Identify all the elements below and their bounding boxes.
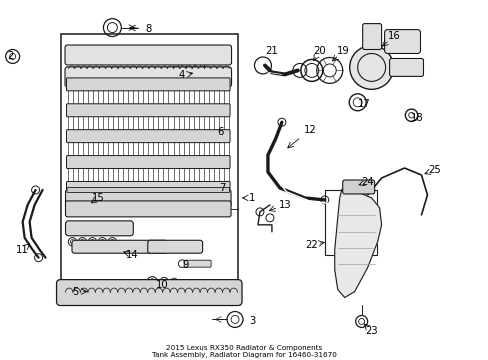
Text: 6: 6 xyxy=(217,127,223,137)
Text: 12: 12 xyxy=(303,125,316,135)
Text: 1: 1 xyxy=(248,193,255,203)
FancyBboxPatch shape xyxy=(65,201,230,217)
Text: 23: 23 xyxy=(365,327,377,336)
FancyBboxPatch shape xyxy=(384,30,420,54)
Text: 15: 15 xyxy=(92,193,104,203)
Text: 9: 9 xyxy=(182,260,188,270)
FancyBboxPatch shape xyxy=(66,156,229,168)
FancyBboxPatch shape xyxy=(67,188,229,193)
Text: 2: 2 xyxy=(7,51,14,62)
Bar xyxy=(61,33,238,305)
FancyBboxPatch shape xyxy=(389,58,423,76)
Text: 20: 20 xyxy=(313,45,325,55)
Text: 25: 25 xyxy=(427,165,440,175)
FancyBboxPatch shape xyxy=(184,260,211,267)
Text: 5: 5 xyxy=(72,287,79,297)
FancyBboxPatch shape xyxy=(65,45,231,65)
Text: 3: 3 xyxy=(248,316,255,327)
FancyBboxPatch shape xyxy=(362,24,381,50)
FancyBboxPatch shape xyxy=(147,240,202,253)
Text: 16: 16 xyxy=(387,31,400,41)
FancyBboxPatch shape xyxy=(66,104,229,117)
Text: 22: 22 xyxy=(305,240,318,250)
Text: 8: 8 xyxy=(145,24,151,33)
Text: 18: 18 xyxy=(410,113,423,123)
Text: 19: 19 xyxy=(337,45,349,55)
Text: 10: 10 xyxy=(156,280,168,289)
Polygon shape xyxy=(334,190,381,298)
FancyBboxPatch shape xyxy=(66,181,229,194)
Circle shape xyxy=(349,45,393,89)
Text: 7: 7 xyxy=(219,183,225,193)
FancyBboxPatch shape xyxy=(66,78,229,91)
Text: 24: 24 xyxy=(361,177,373,187)
Text: 13: 13 xyxy=(278,200,290,210)
Text: 17: 17 xyxy=(358,99,370,109)
FancyBboxPatch shape xyxy=(65,67,231,87)
FancyBboxPatch shape xyxy=(57,280,242,306)
FancyBboxPatch shape xyxy=(72,240,166,253)
Text: 14: 14 xyxy=(126,250,139,260)
FancyBboxPatch shape xyxy=(342,180,374,194)
Text: 4: 4 xyxy=(179,71,185,80)
FancyBboxPatch shape xyxy=(65,221,133,236)
Bar xyxy=(324,190,376,255)
Text: 11: 11 xyxy=(16,245,29,255)
Text: 2015 Lexus RX350 Radiator & Components
Tank Assembly, Radiator Diagram for 16460: 2015 Lexus RX350 Radiator & Components T… xyxy=(152,345,336,358)
FancyBboxPatch shape xyxy=(65,190,230,207)
Text: 21: 21 xyxy=(265,45,278,55)
FancyBboxPatch shape xyxy=(66,130,229,143)
